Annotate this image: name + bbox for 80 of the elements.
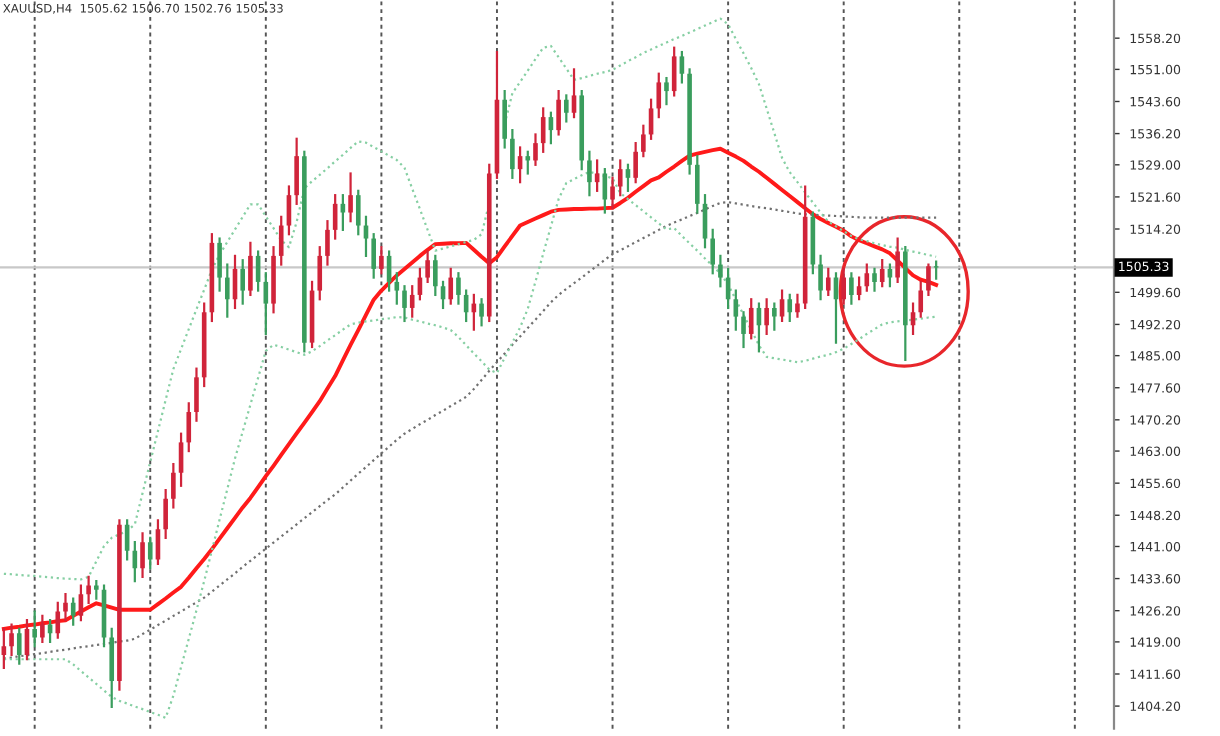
candlestick	[248, 241, 253, 297]
candlestick	[856, 276, 862, 301]
candlestick	[895, 237, 900, 284]
candlestick	[16, 627, 22, 665]
candlestick	[733, 289, 739, 331]
candlestick	[556, 89, 561, 136]
candlestick	[224, 263, 230, 318]
candlestick	[779, 289, 785, 323]
candlestick	[448, 267, 454, 305]
candlestick	[140, 532, 145, 578]
candlestick	[294, 137, 299, 205]
candlestick	[348, 172, 353, 223]
candlestick	[610, 176, 615, 210]
candlestick	[217, 237, 222, 292]
candlestick	[9, 623, 14, 657]
candlestick	[402, 285, 407, 323]
candlestick	[710, 228, 716, 275]
candlestick	[147, 536, 153, 570]
candlestick	[109, 627, 115, 709]
candlestick	[594, 159, 600, 192]
candlestick	[818, 254, 823, 301]
candlestick	[879, 259, 885, 288]
candlestick	[163, 488, 168, 539]
candlestick	[86, 575, 91, 604]
candlestick	[194, 367, 199, 422]
candlestick	[841, 267, 846, 305]
candlestick	[625, 163, 631, 192]
candlestick	[70, 597, 76, 626]
candlestick	[772, 302, 777, 331]
candlestick	[718, 254, 723, 288]
candlestick	[633, 142, 638, 184]
candlestick	[456, 272, 461, 305]
candlestick	[641, 124, 646, 158]
candlestick	[887, 263, 893, 288]
candlestick	[617, 159, 623, 197]
candlestick	[571, 68, 577, 119]
candlestick	[918, 280, 924, 318]
candlestick	[748, 298, 754, 340]
candlestick	[564, 94, 569, 123]
candlestick	[425, 250, 430, 284]
candlestick	[171, 462, 176, 509]
candlestick	[240, 259, 246, 305]
candlestick	[409, 285, 415, 318]
candlestick	[926, 263, 931, 297]
candlestick	[741, 311, 746, 349]
candlestick	[394, 272, 400, 305]
candlestick	[533, 133, 538, 166]
candlestick	[540, 107, 546, 153]
candlestick	[679, 50, 685, 84]
candlestick	[379, 246, 384, 275]
candlestick	[525, 150, 531, 175]
candlestick	[764, 298, 769, 336]
candlestick	[32, 610, 37, 648]
candlestick	[63, 593, 68, 622]
candlestick	[787, 293, 793, 323]
candlestick	[371, 233, 376, 279]
candlestick	[664, 76, 669, 106]
candlestick	[656, 72, 662, 119]
candlestick	[278, 215, 284, 266]
candlestick	[355, 189, 361, 236]
candlestick	[864, 263, 870, 292]
candlestick	[55, 601, 61, 639]
candlestick	[872, 267, 877, 292]
candlestick	[694, 155, 700, 214]
candlestick	[40, 614, 45, 644]
candlestick	[479, 298, 484, 327]
candlestick	[602, 168, 608, 214]
candlestick	[317, 246, 323, 301]
candlestick	[433, 254, 438, 297]
candlestick	[587, 150, 592, 197]
candlestick	[795, 293, 800, 318]
candlestick	[340, 194, 346, 231]
candlestick	[1, 627, 7, 670]
candlestick	[186, 402, 192, 453]
candlestick	[325, 220, 330, 266]
candlestick	[502, 89, 507, 149]
candlestick	[849, 272, 854, 305]
candlestick	[271, 246, 276, 314]
candlestick	[510, 129, 515, 179]
candlestick	[825, 267, 831, 297]
